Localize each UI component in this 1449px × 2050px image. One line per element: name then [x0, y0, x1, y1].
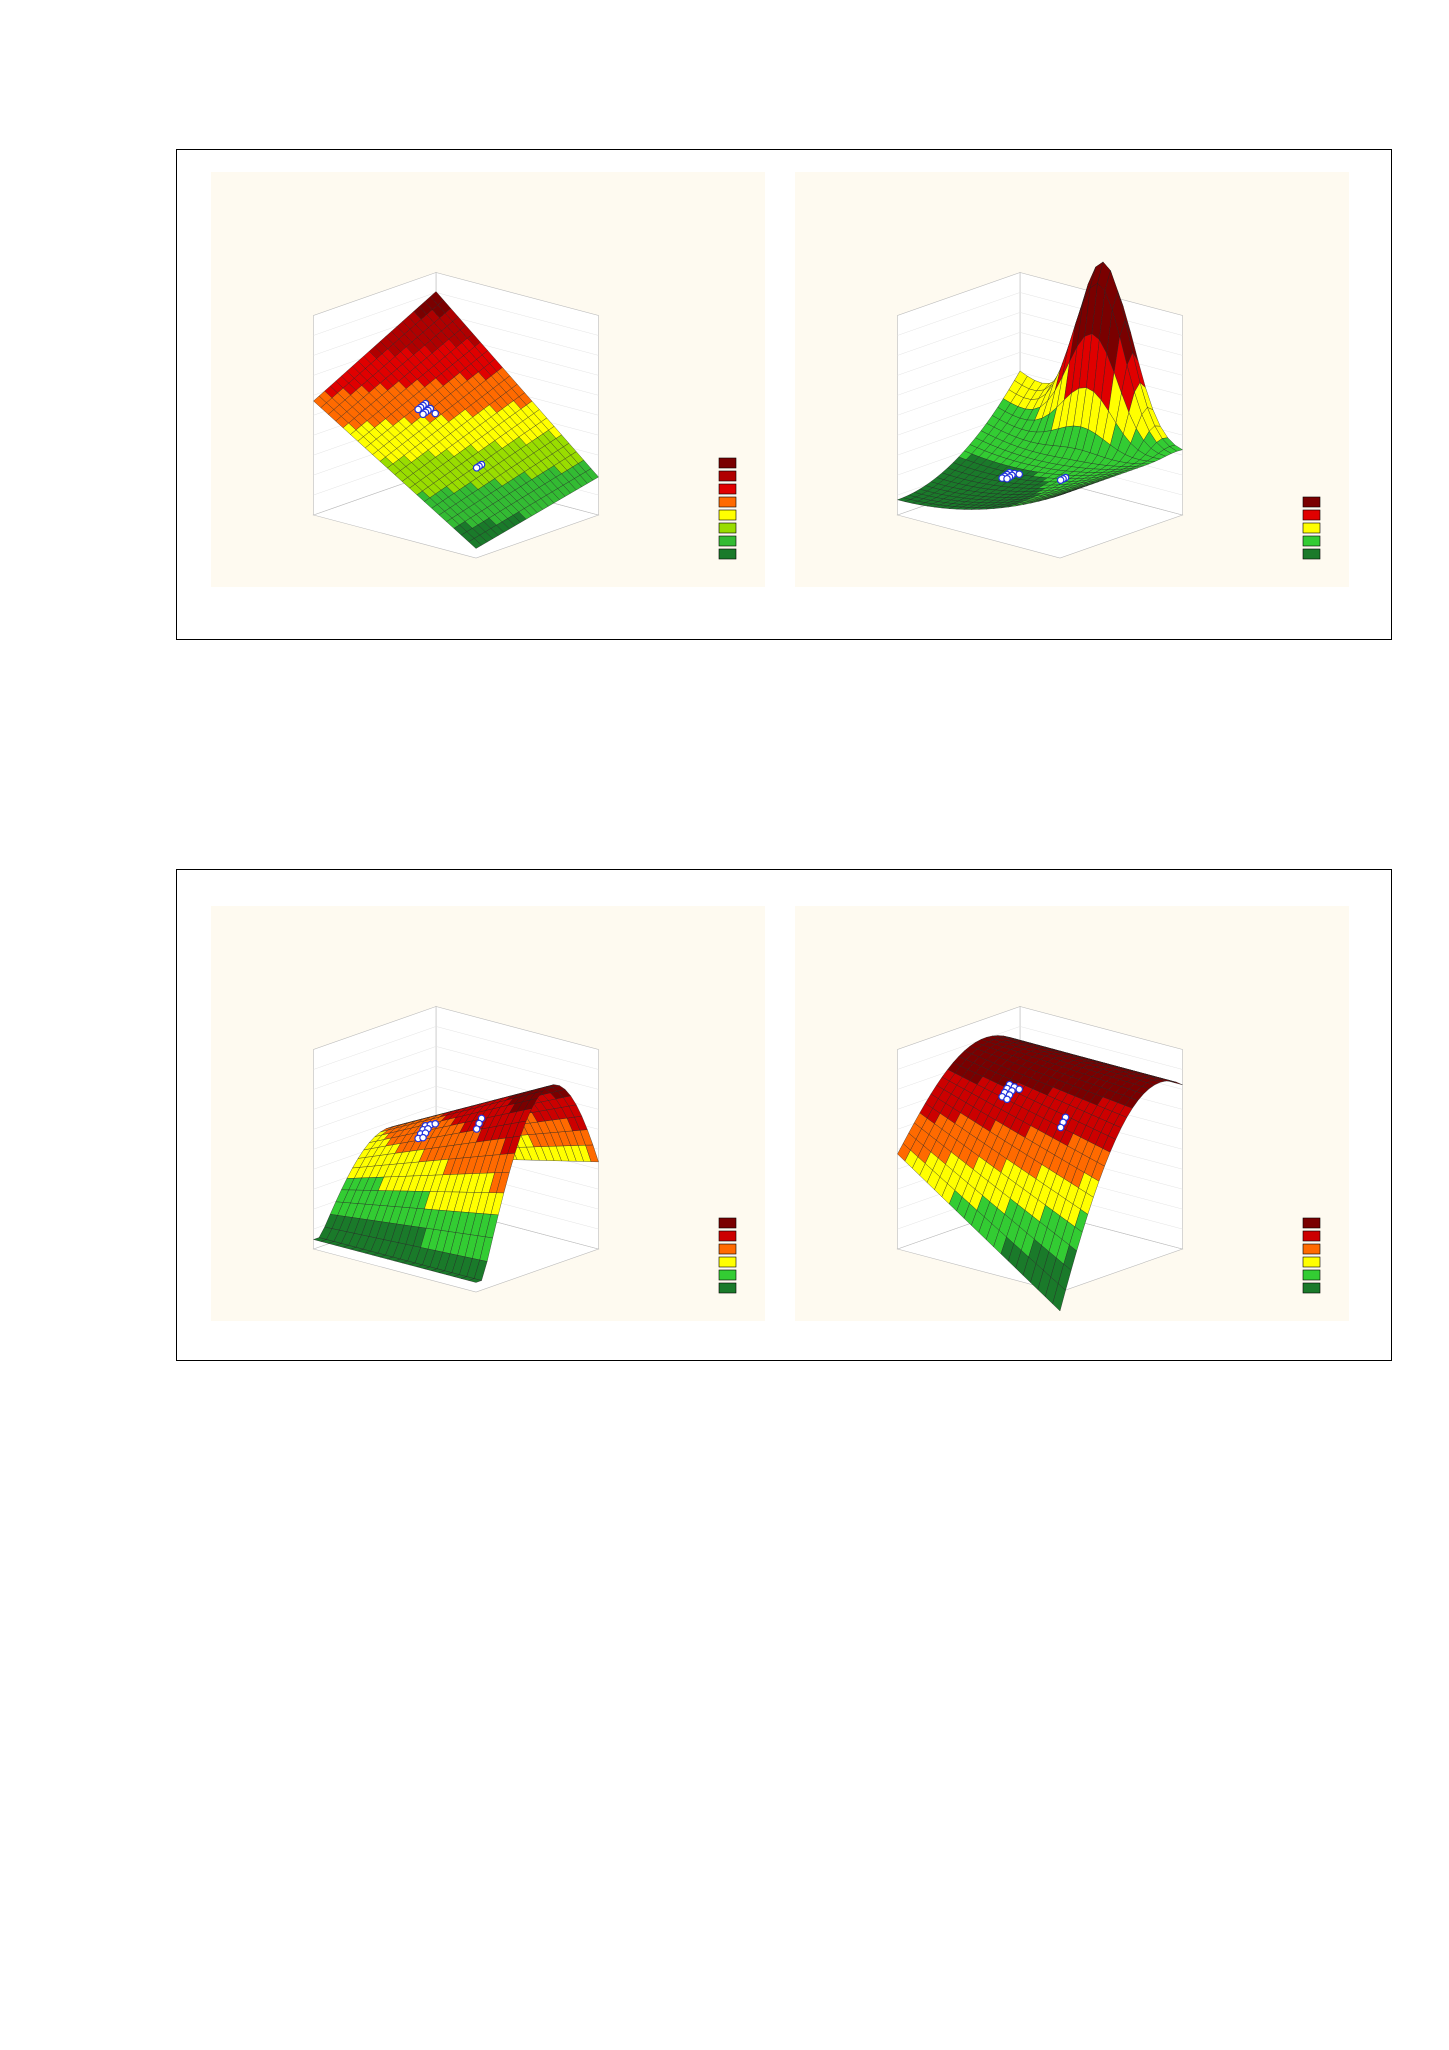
legend-swatch — [1302, 509, 1321, 521]
legend-swatch — [1302, 535, 1321, 547]
legend-swatch — [718, 1217, 737, 1229]
figure-frame — [176, 149, 1392, 640]
legend-swatch — [718, 483, 737, 495]
legend-swatch — [718, 535, 737, 547]
surface-plot — [795, 172, 1349, 587]
surface-plot — [795, 906, 1349, 1321]
data-point — [419, 410, 427, 419]
surface-cell — [1052, 493, 1066, 498]
data-point — [1056, 1123, 1065, 1132]
legend-swatch — [718, 1282, 737, 1294]
data-point — [1015, 1085, 1024, 1094]
legend-swatch — [1302, 496, 1321, 508]
legend-swatch — [1302, 1269, 1321, 1281]
legend-swatch — [1302, 522, 1321, 534]
legend-swatch — [718, 496, 737, 508]
data-point — [419, 1133, 427, 1142]
legend-swatch — [718, 522, 737, 534]
legend-swatch — [718, 457, 737, 469]
legend-swatch — [1302, 1217, 1321, 1229]
legend-swatch — [1302, 548, 1321, 560]
data-point — [1056, 476, 1065, 484]
data-point — [431, 409, 440, 418]
box-grid — [313, 1026, 599, 1070]
figure-frame — [176, 869, 1392, 1361]
surface-plot — [211, 906, 765, 1321]
legend-swatch — [718, 1230, 737, 1242]
legend-swatch — [718, 509, 737, 521]
data-point — [1015, 470, 1024, 478]
data-point — [1003, 474, 1011, 483]
surface-plot — [211, 172, 765, 587]
surface-cell — [1052, 1283, 1066, 1312]
data-point — [472, 1125, 481, 1133]
legend-swatch — [718, 470, 737, 482]
legend-swatch — [718, 1269, 737, 1281]
box-grid — [313, 1046, 599, 1090]
legend-swatch — [1302, 1282, 1321, 1294]
data-point — [414, 405, 422, 414]
box-grid — [897, 292, 1183, 336]
data-point — [472, 464, 481, 472]
legend-swatch — [1302, 1243, 1321, 1255]
data-point — [1003, 1095, 1011, 1104]
legend-swatch — [718, 1256, 737, 1268]
legend-swatch — [1302, 1230, 1321, 1242]
box-grid — [897, 1026, 1183, 1070]
legend-swatch — [1302, 1256, 1321, 1268]
legend-swatch — [718, 1243, 737, 1255]
surface-cell — [468, 1278, 483, 1283]
data-point — [431, 1120, 440, 1128]
surface-cell — [468, 538, 482, 549]
legend-swatch — [718, 548, 737, 560]
